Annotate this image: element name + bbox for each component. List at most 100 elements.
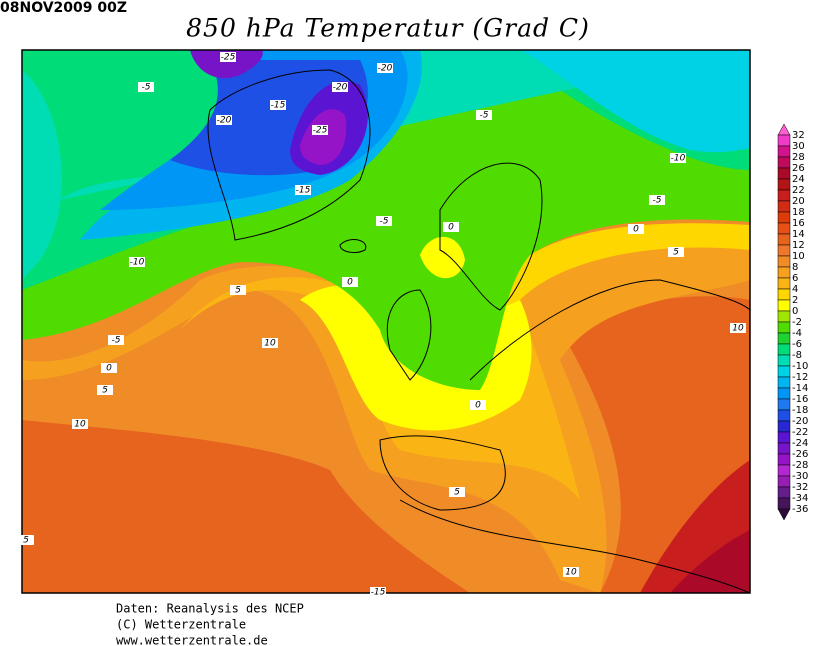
contour-label-bg	[97, 385, 113, 395]
contour-label: 5	[235, 286, 241, 296]
contour-label: 5	[23, 536, 29, 546]
contour-label-bg	[262, 338, 278, 348]
contour-label: 0	[633, 225, 639, 235]
colorbar-label: -30	[792, 471, 808, 482]
colorbar-bin	[777, 156, 791, 169]
colorbar-label: 12	[792, 240, 805, 251]
colorbar-label: 16	[792, 218, 805, 229]
colorbar-label: 4	[792, 284, 798, 295]
colorbar-label: 20	[792, 196, 805, 207]
contour-label-bg	[270, 100, 286, 110]
colorbar-bin	[777, 255, 791, 268]
contour-label-bg	[138, 82, 154, 92]
contour-label: -15	[371, 588, 386, 598]
contour-label-bg	[72, 419, 88, 429]
colorbar-bin	[777, 464, 791, 477]
colorbar-bin	[777, 211, 791, 224]
colorbar-label: -28	[792, 460, 808, 471]
contour-label: -5	[142, 83, 151, 93]
colorbar-label: -12	[792, 372, 808, 383]
contour-label: -15	[296, 186, 311, 196]
colorbar-label: -8	[792, 350, 802, 361]
contour-label-bg	[730, 323, 746, 333]
contour-label-bg	[449, 487, 465, 497]
colorbar-bin	[777, 266, 791, 279]
contour-label-bg	[295, 185, 311, 195]
credit-line: (C) Wetterzentrale	[116, 618, 246, 632]
colorbar-bin	[777, 321, 791, 334]
colorbar-bin	[777, 189, 791, 202]
colorbar-label: -24	[792, 438, 808, 449]
colorbar-label: -6	[792, 339, 802, 350]
contour-label-bg	[563, 567, 579, 577]
contour-label-bg	[668, 247, 684, 257]
contour-label: 10	[74, 420, 86, 430]
contour-label-bg	[216, 115, 232, 125]
colorbar-bin	[777, 299, 791, 312]
colorbar-bin	[777, 354, 791, 367]
colorbar-bin	[777, 398, 791, 411]
contour-label-bg	[108, 335, 124, 345]
contour-label: -5	[380, 217, 389, 227]
colorbar-bin	[777, 365, 791, 378]
contour-label: 10	[264, 339, 276, 349]
contour-label: -10	[671, 154, 686, 164]
contour-label-bg	[476, 110, 492, 120]
colorbar-label: -26	[792, 449, 808, 460]
colorbar-bin	[777, 167, 791, 180]
colorbar-end	[777, 508, 791, 521]
colorbar-bin	[777, 497, 791, 510]
colorbar-label: -34	[792, 493, 808, 504]
colorbar-bin	[777, 343, 791, 356]
contour-label-bg	[370, 587, 386, 597]
colorbar-bin	[777, 420, 791, 433]
contour-label: 0	[347, 278, 353, 288]
colorbar-label: -10	[792, 361, 808, 372]
colorbar-end	[777, 123, 791, 136]
contour-label: -25	[313, 126, 328, 136]
colorbar-label: -14	[792, 383, 808, 394]
credit-line: Daten: Reanalysis des NCEP	[116, 602, 304, 616]
contour-label-bg	[470, 400, 486, 410]
colorbar-bin	[777, 387, 791, 400]
contour-label: 5	[102, 386, 108, 396]
map-title: 850 hPa Temperatur (Grad C)	[186, 14, 590, 43]
contour-label: -5	[653, 196, 662, 206]
contour-label-bg	[220, 52, 236, 62]
colorbar-label: 26	[792, 163, 805, 174]
colorbar-bin	[777, 453, 791, 466]
colorbar-bin	[777, 277, 791, 290]
colorbar-label: 24	[792, 174, 805, 185]
colorbar-label: 0	[792, 306, 798, 317]
colorbar-label: 32	[792, 130, 805, 141]
colorbar-label: 28	[792, 152, 805, 163]
contour-label-bg	[377, 63, 393, 73]
colorbar-label: -22	[792, 427, 808, 438]
contour-label-bg	[312, 125, 328, 135]
contour-label: -5	[112, 336, 121, 346]
colorbar-label: -16	[792, 394, 808, 405]
contour-label: -15	[271, 101, 286, 111]
timestamp: 08NOV2009 00Z	[0, 0, 127, 16]
colorbar-bin	[777, 431, 791, 444]
contour-label: -25	[221, 53, 236, 63]
colorbar-label: -18	[792, 405, 808, 416]
contour-label-bg	[129, 257, 145, 267]
contour-label-bg	[230, 285, 246, 295]
contour-label-bg	[332, 82, 348, 92]
colorbar-bin	[777, 288, 791, 301]
contour-label: -5	[480, 111, 489, 121]
contour-label: 10	[565, 568, 577, 578]
colorbar-label: 18	[792, 207, 805, 218]
colorbar-label: 10	[792, 251, 805, 262]
colorbar-bin	[777, 244, 791, 257]
contour-label-bg	[101, 363, 117, 373]
colorbar-bin	[777, 200, 791, 213]
contour-label: 5	[454, 488, 460, 498]
colorbar-label: -36	[792, 504, 808, 515]
colorbar-bin	[777, 332, 791, 345]
contour-label: -20	[378, 64, 393, 74]
contour-label: 0	[106, 364, 112, 374]
colorbar-bin	[777, 310, 791, 323]
